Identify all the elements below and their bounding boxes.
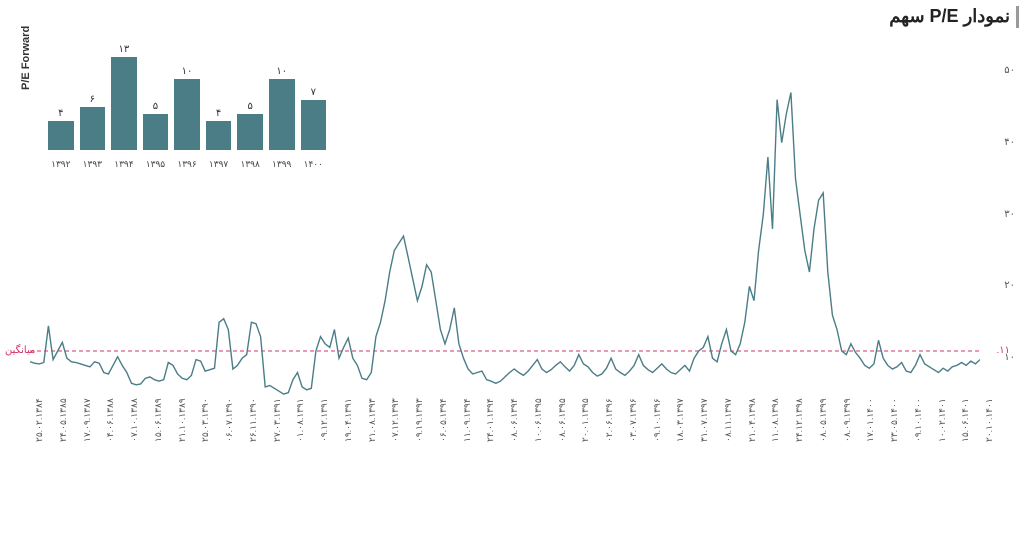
x-axis: ۲۵.۰۲.۱۳۸۴۲۴.۰۵.۱۳۸۵۱۷.۰۹.۱۳۸۷۰۴.۰۶.۱۳۸۸… [30, 432, 980, 512]
x-tick: ۱۵.۰۶.۱۴۰۱ [960, 398, 971, 442]
inset-bar-value: ۴ [216, 108, 221, 119]
inset-bar-value: ۱۳ [119, 44, 130, 55]
x-tick: ۰۹.۱۲.۱۳۹۱ [319, 398, 330, 442]
inset-bar-value: ۴ [58, 108, 63, 119]
inset-bar: ۴ [206, 108, 232, 150]
inset-bar: ۵ [143, 101, 169, 150]
x-tick: ۲۴.۱۲.۱۳۹۸ [794, 398, 805, 442]
x-tick: ۰۸.۰۹.۱۳۹۹ [842, 398, 853, 442]
inset-x-labels: ۱۳۹۲ ۱۳۹۳ ۱۳۹۴ ۱۳۹۵ ۱۳۹۶ ۱۳۹۷ ۱۳۹۸ ۱۳۹۹ ۱۴۰۰ [48, 159, 326, 170]
inset-bar: ۶ [80, 94, 106, 150]
x-tick: ۲۳.۰۵.۱۴۰۰ [889, 398, 900, 442]
inset-bar-rect [111, 57, 137, 150]
inset-bar-rect [80, 107, 106, 150]
inset-bar-value: ۷ [311, 87, 316, 98]
inset-x-label: ۱۳۹۴ [111, 159, 137, 170]
y-tick: ۳۰ [1004, 209, 1015, 220]
x-tick: ۲۶.۱۱.۱۳۹۰ [248, 398, 259, 442]
x-tick: ۱۷.۰۱.۱۴۰۰ [865, 398, 876, 442]
inset-bar-rect [237, 114, 263, 150]
inset-x-label: ۱۴۰۰ [301, 159, 327, 170]
x-tick: ۲۱.۱۰.۱۳۸۹ [177, 398, 188, 442]
inset-x-label: ۱۳۹۸ [237, 159, 263, 170]
inset-bar: ۴ [48, 108, 74, 150]
x-tick: ۰۷.۱۲.۱۳۹۳ [390, 398, 401, 442]
inset-x-label: ۱۳۹۶ [174, 159, 200, 170]
x-tick: ۱۱.۰۹.۱۳۹۴ [462, 398, 473, 442]
inset-y-label: P/E Forward [20, 26, 32, 90]
y-tick: ۵۰ [1004, 65, 1015, 76]
inset-x-label: ۱۳۹۷ [206, 159, 232, 170]
x-tick: ۱۰.۰۲.۱۴۰۱ [937, 398, 948, 442]
x-tick: ۰۹.۱۰.۱۴۰۰ [913, 398, 924, 442]
x-tick: ۰۸.۰۵.۱۳۹۹ [818, 398, 829, 442]
inset-bar-rect [206, 121, 232, 150]
x-tick: ۲۴.۰۵.۱۳۸۵ [58, 398, 69, 442]
x-tick: ۰۱.۰۸.۱۳۹۱ [295, 398, 306, 442]
x-tick: ۲۵.۰۳.۱۳۹۰ [200, 398, 211, 442]
x-tick: ۱۷.۰۹.۱۳۸۷ [82, 398, 93, 442]
inset-bar-value: ۵ [247, 101, 252, 112]
y-tick: ۲۰ [1004, 280, 1015, 291]
x-tick: ۰۶.۰۵.۱۳۹۴ [438, 398, 449, 442]
x-tick: ۱۰.۰۶.۱۳۹۵ [533, 398, 544, 442]
inset-x-label: ۱۳۹۵ [143, 159, 169, 170]
x-tick: ۰۳.۰۷.۱۳۹۶ [628, 398, 639, 442]
average-label: میانگین [5, 345, 35, 356]
x-tick: ۰۶.۰۷.۱۳۹۰ [224, 398, 235, 442]
inset-bar: ۷ [301, 87, 327, 150]
y-tick: ۴۰ [1004, 137, 1015, 148]
x-tick: ۲۱.۰۴.۱۳۹۸ [747, 398, 758, 442]
chart-title: نمودار P/E سهم [889, 6, 1019, 28]
x-tick: ۰۲.۰۶.۱۳۹۶ [604, 398, 615, 442]
inset-bars: ۴ ۶ ۱۳ ۵ ۱۰ ۴ ۵ ۱۰ ۷ [48, 35, 326, 150]
inset-bar-value: ۶ [90, 94, 95, 105]
pe-chart-container: نمودار P/E سهم ۱۰ ۲۰ ۳۰ ۴۰ ۵۰ میانگین ۱۱. ۲۵… [0, 0, 1025, 535]
inset-bar: ۱۳ [111, 44, 137, 150]
average-value: ۱۱. [996, 345, 1010, 356]
inset-bar-value: ۱۰ [276, 66, 287, 77]
inset-bar: ۱۰ [174, 66, 200, 150]
inset-bar-value: ۵ [153, 101, 158, 112]
inset-bar: ۵ [237, 101, 263, 150]
x-tick: ۰۸.۰۶.۱۳۹۵ [557, 398, 568, 442]
inset-x-label: ۱۳۹۲ [48, 159, 74, 170]
x-tick: ۲۷.۰۳.۱۳۹۱ [272, 398, 283, 442]
x-tick: ۲۴.۰۱.۱۳۹۴ [485, 398, 496, 442]
x-tick: ۱۸.۰۳.۱۳۹۷ [675, 398, 686, 442]
x-tick: ۰۴.۰۶.۱۳۸۸ [105, 398, 116, 442]
inset-bar-value: ۱۰ [182, 66, 193, 77]
y-axis: ۱۰۲۰۳۰۴۰۵۰ [980, 35, 1015, 430]
inset-x-label: ۱۳۹۹ [269, 159, 295, 170]
x-tick: ۲۱.۰۸.۱۳۹۳ [367, 398, 378, 442]
inset-x-label: ۱۳۹۳ [80, 159, 106, 170]
inset-bar-rect [301, 100, 327, 150]
x-tick: ۰۹.۱۰.۱۳۹۶ [652, 398, 663, 442]
x-tick: ۰۹.۱۹.۱۳۹۳ [414, 398, 425, 442]
inset-bar: ۱۰ [269, 66, 295, 150]
x-tick: ۲۰.۰۱.۱۳۹۵ [580, 398, 591, 442]
x-tick: ۰۸.۱۱.۱۳۹۷ [723, 398, 734, 442]
x-tick: ۲۵.۰۲.۱۳۸۴ [34, 398, 45, 442]
x-tick: ۲۰.۱۰.۱۴۰۱ [984, 398, 995, 442]
inset-bar-rect [48, 121, 74, 150]
x-tick: ۱۹.۰۴.۱۳۹۱ [343, 398, 354, 442]
inset-bar-rect [174, 79, 200, 150]
inset-bar-chart: P/E Forward ۴۶۱۳۵۱۰۴۵۱۰۷ ۱۳۹۲۱۳۹۳۱۳۹۴۱۳۹… [30, 30, 330, 170]
x-tick: ۰۸.۰۶.۱۳۹۴ [509, 398, 520, 442]
x-tick: ۱۱.۰۸.۱۳۹۸ [770, 398, 781, 442]
x-tick: ۳۱.۰۷.۱۳۹۷ [699, 398, 710, 442]
x-tick: ۱۵.۰۶.۱۳۸۹ [153, 398, 164, 442]
inset-bar-rect [269, 79, 295, 150]
x-tick: ۰۷.۱۰.۱۳۸۸ [129, 398, 140, 442]
inset-bar-rect [143, 114, 169, 150]
